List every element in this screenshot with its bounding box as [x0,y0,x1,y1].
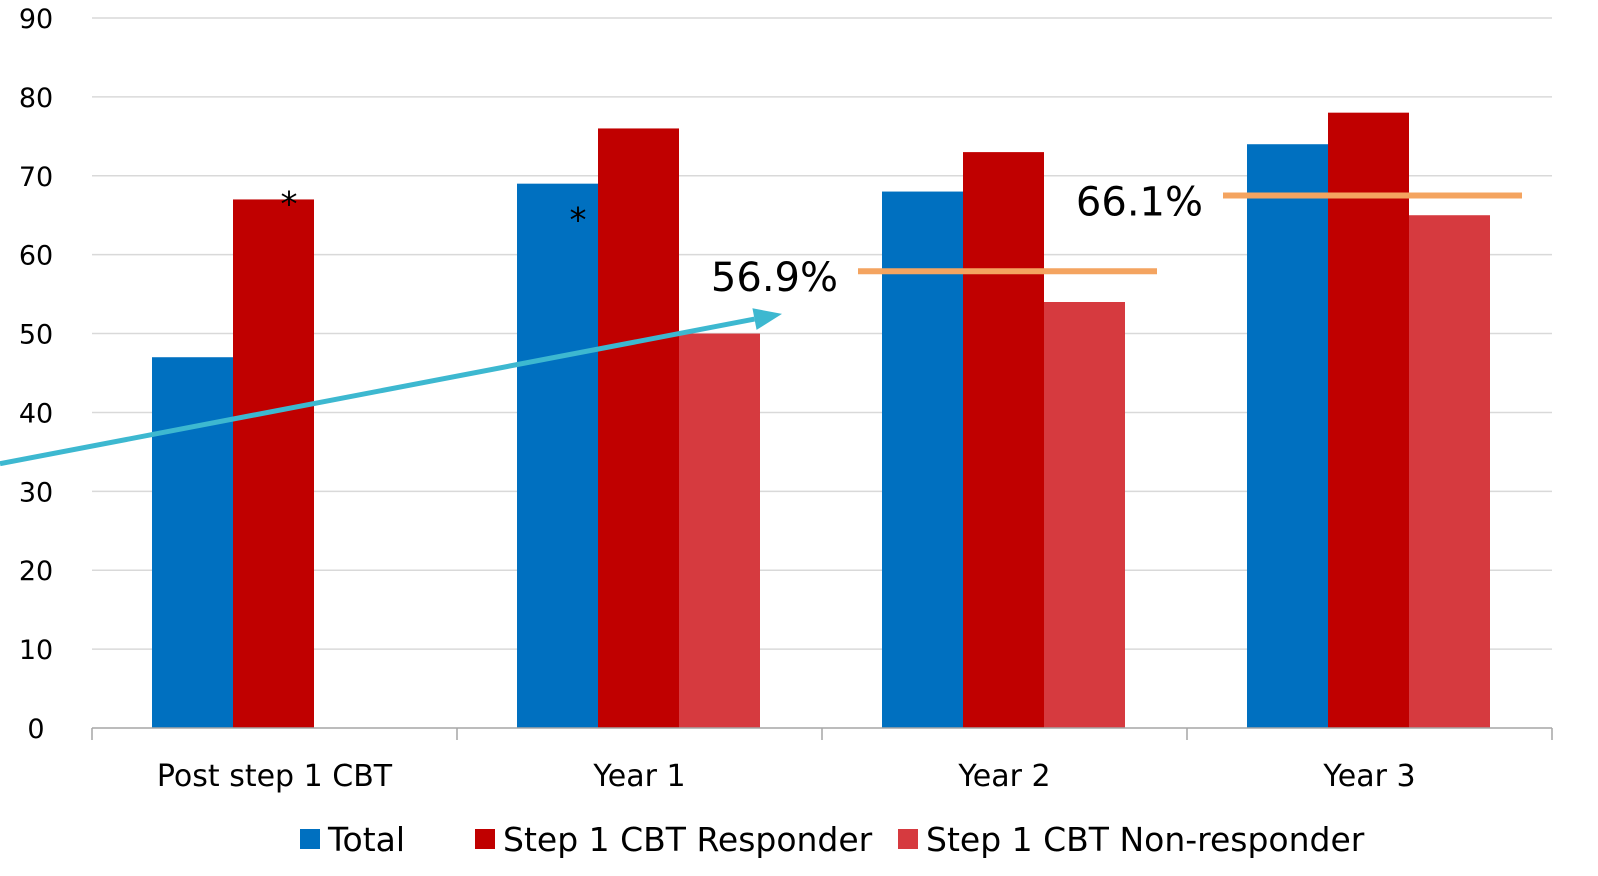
gridlines [92,17,1552,650]
y-tick-label: 30 [19,477,53,508]
bar [1328,112,1409,728]
bar [152,357,233,728]
y-tick-label: 50 [19,320,53,351]
x-tick-label: Year 1 [592,759,685,794]
y-axis-ticks: 0 10 20 30 40 50 60 70 80 90 [19,4,53,745]
bar [1247,144,1328,728]
asterisk-annotation: * [281,185,298,225]
bar [1044,302,1125,728]
legend-label: Step 1 CBT Responder [503,820,873,859]
legend: Total Step 1 CBT Responder Step 1 CBT Non-… [300,820,1365,859]
reference-line-label: 56.9% [711,255,838,301]
legend-label: Step 1 CBT Non-responder [926,820,1365,859]
y-tick-label: 60 [19,241,53,272]
legend-swatch [898,829,918,849]
bar [882,191,963,729]
bar [233,199,314,728]
reference-line-label: 66.1% [1076,180,1203,226]
trend-arrow-line [0,316,755,467]
y-tick-label: 80 [19,83,53,114]
y-tick-label: 40 [19,398,53,429]
y-tick-label: 70 [19,162,53,193]
trend-arrow-head [752,308,782,330]
bar [598,128,679,728]
x-tick-label: Post step 1 CBT [157,759,393,794]
legend-swatch [300,829,320,849]
annotations: 56.9% 66.1% * * [0,180,1522,467]
x-tick-label: Year 2 [957,759,1050,794]
bar [963,152,1044,729]
bars [152,112,1490,729]
legend-swatch [475,829,495,849]
x-tick-label: Year 3 [1322,759,1415,794]
y-tick-label: 0 [27,714,44,745]
x-axis-labels: Post step 1 CBT Year 1 Year 2 Year 3 [157,759,1416,794]
legend-label: Total [327,820,405,859]
bar [679,333,760,728]
y-tick-label: 90 [19,4,53,35]
bar [517,183,598,728]
y-tick-label: 20 [19,556,53,587]
x-axis [91,727,1553,740]
bar [1409,215,1490,728]
asterisk-annotation: * [570,200,587,240]
y-tick-label: 10 [19,635,53,666]
